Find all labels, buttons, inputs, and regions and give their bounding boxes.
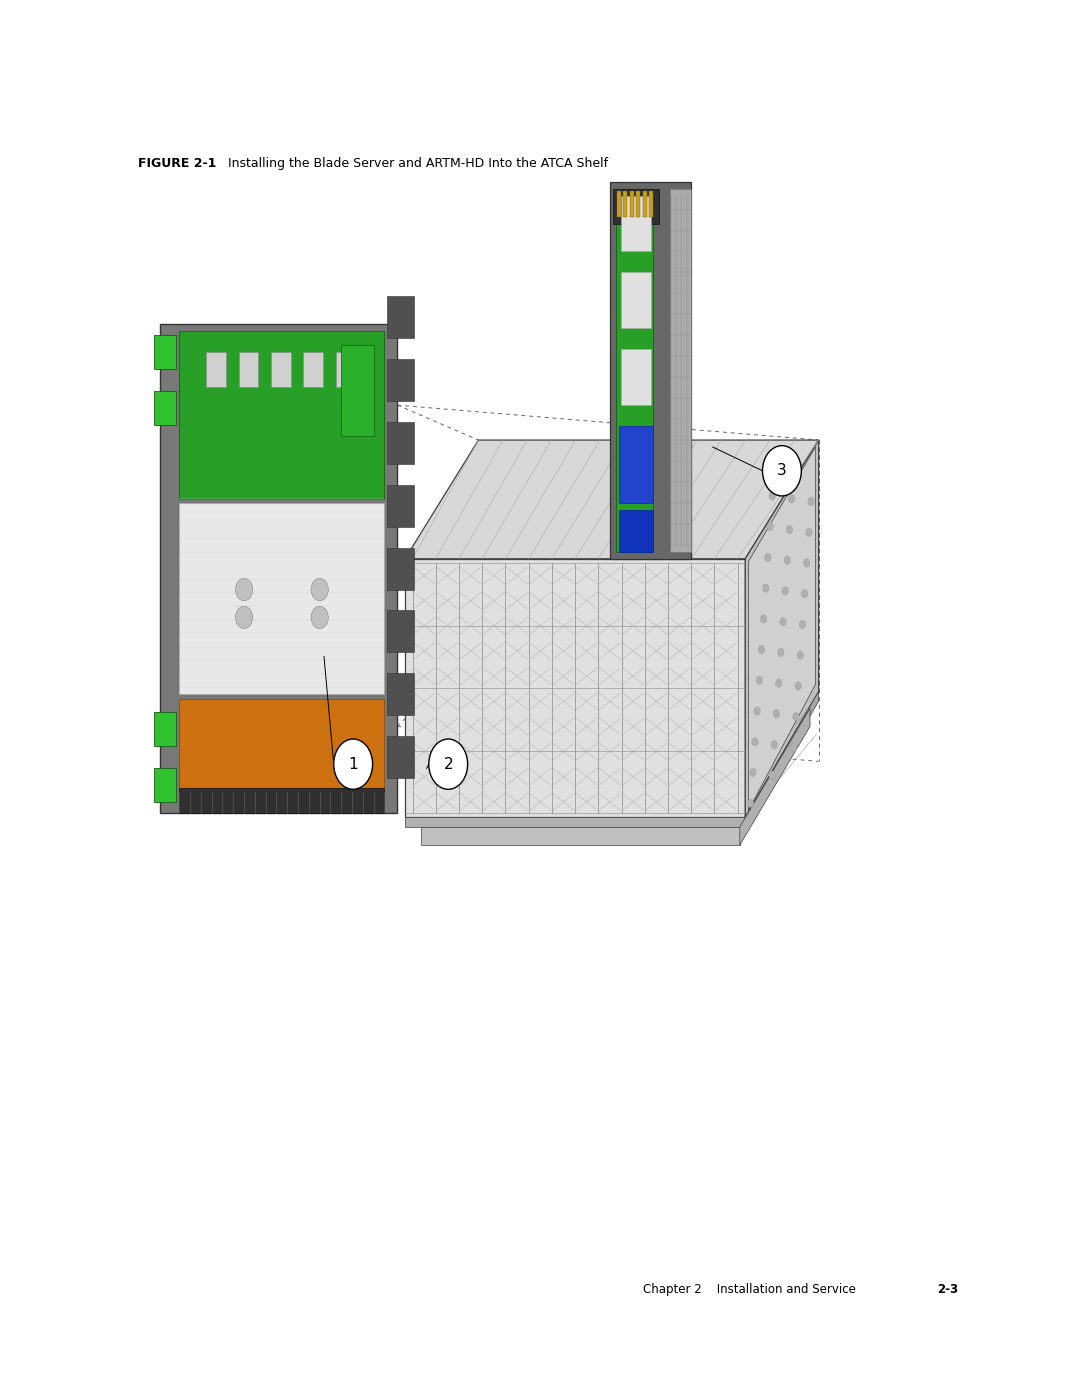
Polygon shape [179, 792, 384, 813]
Polygon shape [421, 827, 740, 845]
Circle shape [334, 739, 373, 789]
Polygon shape [179, 698, 384, 788]
Circle shape [429, 739, 468, 789]
Circle shape [795, 682, 801, 690]
Bar [303, 352, 323, 387]
Text: Chapter 2    Installation and Service: Chapter 2 Installation and Service [643, 1284, 855, 1296]
Bar [621, 196, 651, 251]
Circle shape [788, 495, 795, 503]
Circle shape [235, 578, 253, 601]
Circle shape [801, 590, 808, 598]
Circle shape [784, 556, 791, 564]
Bar [636, 191, 640, 217]
Circle shape [799, 620, 806, 629]
Text: 3: 3 [777, 464, 787, 478]
Polygon shape [670, 189, 691, 552]
Circle shape [754, 707, 760, 715]
Circle shape [804, 559, 810, 567]
Circle shape [311, 578, 328, 601]
Circle shape [765, 553, 771, 562]
Bar [154, 391, 176, 425]
Circle shape [760, 615, 767, 623]
Bar [387, 296, 414, 338]
Bar [630, 191, 634, 217]
Polygon shape [745, 440, 819, 817]
Circle shape [769, 771, 775, 780]
Polygon shape [179, 788, 384, 813]
Polygon shape [160, 324, 397, 813]
Circle shape [747, 799, 754, 807]
Bar [387, 485, 414, 527]
Text: 2-3: 2-3 [937, 1284, 959, 1296]
Circle shape [775, 679, 782, 687]
Text: FIGURE 2-1: FIGURE 2-1 [138, 158, 217, 170]
Circle shape [806, 528, 812, 536]
Circle shape [762, 584, 769, 592]
Bar [239, 352, 258, 387]
Bar [619, 510, 653, 552]
Text: 2: 2 [444, 757, 453, 771]
Circle shape [311, 606, 328, 629]
Bar [206, 352, 226, 387]
Circle shape [808, 497, 814, 506]
Bar [154, 712, 176, 746]
Polygon shape [179, 503, 384, 694]
Circle shape [769, 492, 775, 500]
Polygon shape [745, 692, 819, 827]
Bar [387, 736, 414, 778]
Circle shape [752, 738, 758, 746]
Circle shape [782, 587, 788, 595]
Bar [617, 191, 621, 217]
Circle shape [756, 676, 762, 685]
Circle shape [780, 617, 786, 626]
Circle shape [791, 743, 797, 752]
Circle shape [767, 522, 773, 531]
Bar [621, 272, 651, 328]
Circle shape [793, 712, 799, 721]
Bar [387, 422, 414, 464]
Circle shape [750, 768, 756, 777]
Bar [154, 335, 176, 369]
Bar [613, 189, 659, 224]
Circle shape [771, 461, 778, 469]
Bar [621, 349, 651, 405]
Polygon shape [616, 189, 653, 552]
Polygon shape [405, 817, 745, 827]
Bar [336, 352, 355, 387]
Polygon shape [179, 331, 384, 499]
Circle shape [771, 740, 778, 749]
Polygon shape [405, 440, 819, 559]
Circle shape [778, 648, 784, 657]
Circle shape [797, 651, 804, 659]
Bar [387, 610, 414, 652]
Bar [387, 548, 414, 590]
Bar [271, 352, 291, 387]
Circle shape [235, 606, 253, 629]
Bar [154, 768, 176, 802]
Circle shape [762, 446, 801, 496]
Circle shape [773, 710, 780, 718]
Text: Installing the Blade Server and ARTM-HD Into the ATCA Shelf: Installing the Blade Server and ARTM-HD … [216, 158, 608, 170]
Bar [619, 426, 653, 503]
Polygon shape [748, 447, 815, 810]
Bar [387, 359, 414, 401]
Bar [341, 345, 374, 436]
Polygon shape [610, 182, 691, 559]
Text: 1: 1 [349, 757, 357, 771]
Bar [387, 673, 414, 715]
Bar [623, 191, 627, 217]
Bar [649, 191, 653, 217]
Polygon shape [405, 559, 745, 817]
Polygon shape [740, 708, 810, 845]
Bar [643, 191, 647, 217]
Circle shape [791, 464, 797, 472]
Circle shape [786, 525, 793, 534]
Circle shape [758, 645, 765, 654]
